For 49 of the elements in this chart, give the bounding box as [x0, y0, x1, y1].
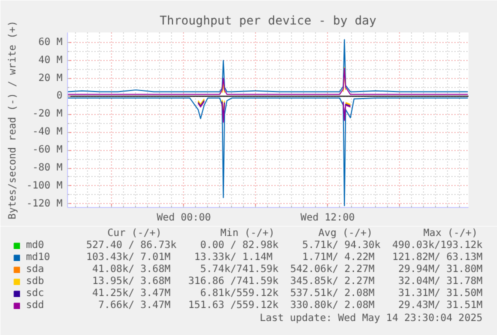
text: 345.85k/ 2.27M: [290, 276, 374, 287]
y-tick-label: 60 M: [38, 36, 63, 48]
y-tick-label: -80 M: [32, 162, 63, 174]
y-tick-label: -120 M: [26, 198, 62, 210]
text: 542.06k/ 2.27M: [290, 264, 374, 275]
text: 29.43M/ 31.51M: [398, 300, 483, 311]
y-tick-label: -100 M: [26, 180, 62, 192]
text: Min (-/+): [220, 228, 275, 239]
text: 6.81k/559.12k: [200, 288, 279, 299]
text: 13.33k/ 1.14M: [194, 252, 272, 263]
legend-label: sdb: [26, 275, 46, 287]
text: 32.04M/ 31.78M: [398, 276, 483, 287]
y-tick-label: 20 M: [38, 72, 63, 84]
x-tick-label: Wed 12:00: [300, 212, 355, 224]
text: 41.25k/ 3.47M: [92, 288, 170, 299]
text: 121.82M/ 63.13M: [392, 252, 483, 263]
legend-label: sdc: [26, 287, 46, 299]
legend-label: sda: [26, 263, 46, 275]
text: 5.71k/ 94.30k: [302, 240, 381, 251]
text: 103.43k/ 7.01M: [86, 252, 170, 263]
y-tick-label: 40 M: [38, 54, 63, 66]
text: Max (-/+): [423, 228, 478, 239]
y-tick-label: 0: [56, 90, 63, 102]
legend-label: sdd: [26, 299, 46, 311]
legend-label: md10: [26, 251, 50, 263]
y-axis-title: Bytes/second read (-) / write (+): [7, 20, 18, 220]
text: Cur (-/+): [107, 228, 162, 239]
text: Last update: Wed May 14 23:30:04 2025: [260, 313, 483, 324]
text: 13.95k/ 3.68M: [92, 276, 170, 287]
text: 316.86 /741.59k: [188, 276, 279, 287]
text: 1.71M/ 4.22M: [302, 252, 374, 263]
text: 330.80k/ 2.08M: [290, 300, 374, 311]
text: 537.51k/ 2.08M: [290, 288, 374, 299]
x-tick-label: Wed 00:00: [156, 212, 211, 224]
text: 41.08k/ 3.68M: [92, 264, 170, 275]
text: 527.40 / 86.73k: [86, 240, 177, 251]
y-tick-label: -60 M: [32, 144, 63, 156]
text: 31.31M/ 31.50M: [398, 288, 483, 299]
y-tick-label: -20 M: [32, 108, 63, 120]
y-tick-label: -40 M: [32, 126, 63, 138]
chart-title: Throughput per device - by day: [160, 14, 376, 28]
legend-label: md0: [26, 239, 46, 251]
text: Avg (-/+): [318, 228, 373, 239]
text: 490.03k/193.12k: [392, 240, 483, 251]
text: 7.66k/ 3.47M: [98, 300, 170, 311]
text: 29.94M/ 31.80M: [398, 264, 483, 275]
text: 5.74k/741.59k: [200, 264, 279, 275]
text: 151.63 /559.12k: [188, 300, 279, 311]
text: 0.00 / 82.98k: [200, 240, 279, 251]
